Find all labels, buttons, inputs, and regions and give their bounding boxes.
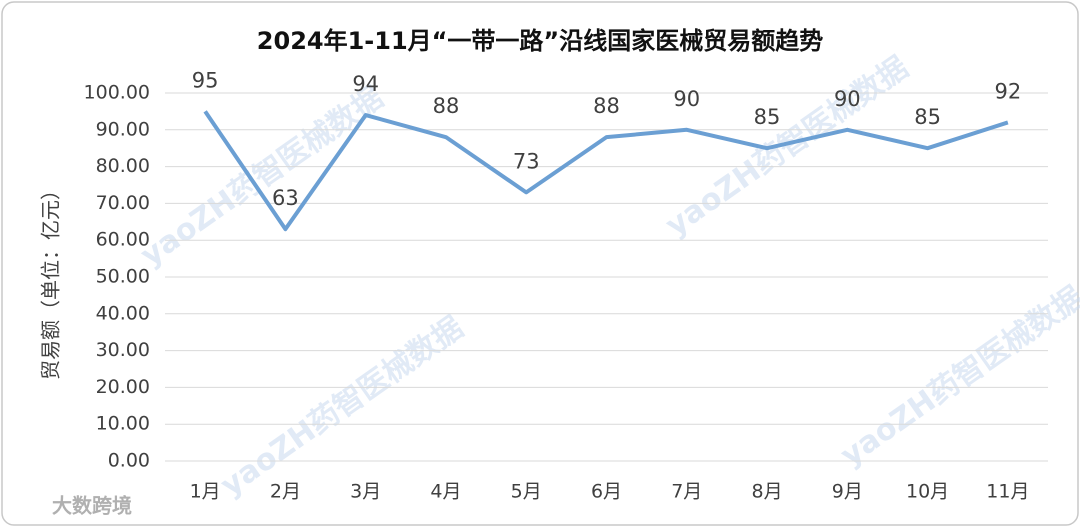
logo: 大数跨境 [52, 494, 132, 518]
data-label: 94 [352, 72, 379, 96]
y-tick-label: 60.00 [96, 229, 150, 251]
y-tick-label: 40.00 [96, 302, 150, 324]
data-label: 85 [754, 105, 781, 129]
y-tick-label: 0.00 [108, 450, 150, 472]
x-tick-label: 3月 [350, 481, 381, 503]
data-label: 90 [673, 87, 700, 111]
x-tick-label: 4月 [430, 481, 461, 503]
line [203, 110, 1009, 232]
data-label: 85 [914, 105, 941, 129]
y-tick-label: 10.00 [96, 413, 150, 435]
x-tick-label: 7月 [671, 481, 702, 503]
x-tick-label: 10月 [906, 481, 949, 503]
y-tick-label: 20.00 [96, 376, 150, 398]
x-tick-label: 2月 [270, 481, 301, 503]
data-label: 95 [192, 68, 219, 92]
data-label: 88 [433, 94, 460, 118]
x-tick-label: 5月 [511, 481, 542, 503]
data-label: 73 [513, 149, 540, 173]
data-label: 92 [994, 79, 1021, 103]
x-tick-label: 8月 [751, 481, 782, 503]
y-tick-label: 100.00 [84, 82, 150, 104]
x-tick-label: 1月 [190, 481, 221, 503]
y-tick-label: 90.00 [96, 118, 150, 140]
y-tick-label: 30.00 [96, 339, 150, 361]
y-tick-label: 50.00 [96, 266, 150, 288]
x-tick-label: 11月 [986, 481, 1029, 503]
y-axis-label: 贸易额（单位：亿元） [39, 180, 63, 380]
data-label: 63 [272, 186, 299, 210]
data-label: 90 [834, 87, 861, 111]
y-tick-label: 70.00 [96, 192, 150, 214]
chart-title: 2024年1-11月“一带一路”沿线国家医械贸易额趋势 [257, 27, 823, 55]
y-tick-label: 80.00 [96, 155, 150, 177]
x-tick-label: 9月 [832, 481, 863, 503]
x-tick-label: 6月 [591, 481, 622, 503]
data-label: 88 [593, 94, 620, 118]
